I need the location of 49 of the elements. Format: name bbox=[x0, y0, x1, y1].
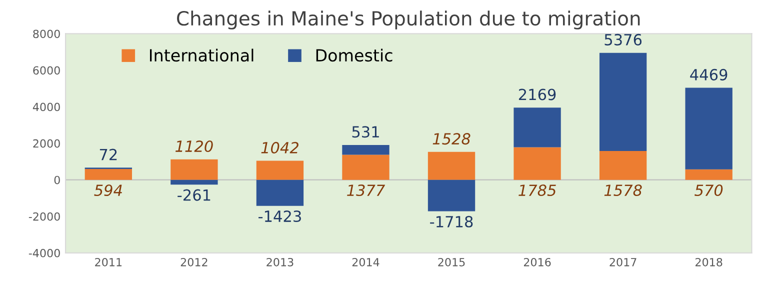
y-tick-label: -2000 bbox=[28, 212, 60, 221]
x-tick-label: 2015 bbox=[438, 258, 465, 266]
bar bbox=[514, 147, 561, 180]
bar bbox=[685, 88, 732, 170]
data-label: 1042 bbox=[261, 142, 298, 154]
data-label: 4469 bbox=[690, 68, 728, 80]
data-label: 1785 bbox=[518, 184, 556, 196]
y-tick-label: 6000 bbox=[33, 66, 60, 75]
legend-label: Domestic bbox=[316, 48, 392, 62]
x-tick-label: 2014 bbox=[352, 258, 380, 266]
y-tick-label: 2000 bbox=[33, 139, 60, 148]
x-tick-label: 2011 bbox=[95, 258, 122, 266]
bar bbox=[685, 169, 732, 180]
data-label: -261 bbox=[178, 189, 210, 201]
data-label: -1423 bbox=[258, 210, 301, 222]
x-tick-label: 2013 bbox=[266, 258, 294, 266]
bar bbox=[256, 180, 304, 206]
bar bbox=[428, 152, 476, 180]
bar bbox=[84, 168, 132, 180]
data-label: 1528 bbox=[432, 133, 470, 145]
data-label: 531 bbox=[352, 126, 379, 138]
bar bbox=[599, 52, 647, 152]
data-label: 2169 bbox=[518, 88, 556, 100]
bar bbox=[170, 159, 218, 180]
data-label: 594 bbox=[94, 184, 122, 196]
bar bbox=[342, 154, 390, 180]
x-tick-label: 2012 bbox=[180, 258, 208, 266]
data-label: 1578 bbox=[604, 184, 642, 196]
data-label: 5376 bbox=[604, 34, 642, 46]
bar bbox=[428, 180, 476, 212]
data-label: 1377 bbox=[347, 184, 386, 196]
x-tick-label: 2018 bbox=[696, 258, 722, 266]
data-label: 1120 bbox=[176, 140, 213, 152]
bar bbox=[514, 108, 561, 148]
data-label: -1718 bbox=[430, 216, 473, 228]
bar bbox=[256, 160, 304, 180]
bar bbox=[599, 151, 647, 180]
bar bbox=[170, 180, 218, 185]
y-tick-label: 0 bbox=[54, 176, 60, 184]
x-tick-label: 2016 bbox=[524, 258, 551, 266]
y-tick-label: -4000 bbox=[28, 248, 60, 258]
x-tick-label: 2017 bbox=[610, 258, 636, 266]
chart-title: Changes in Maine's Population due to migration bbox=[177, 10, 640, 30]
data-label: 570 bbox=[694, 184, 723, 196]
y-tick-label: 4000 bbox=[32, 102, 60, 112]
data-label: 72 bbox=[100, 148, 117, 160]
bar bbox=[342, 144, 390, 155]
y-tick-label: 8000 bbox=[33, 30, 60, 38]
legend-label: International bbox=[150, 48, 254, 62]
